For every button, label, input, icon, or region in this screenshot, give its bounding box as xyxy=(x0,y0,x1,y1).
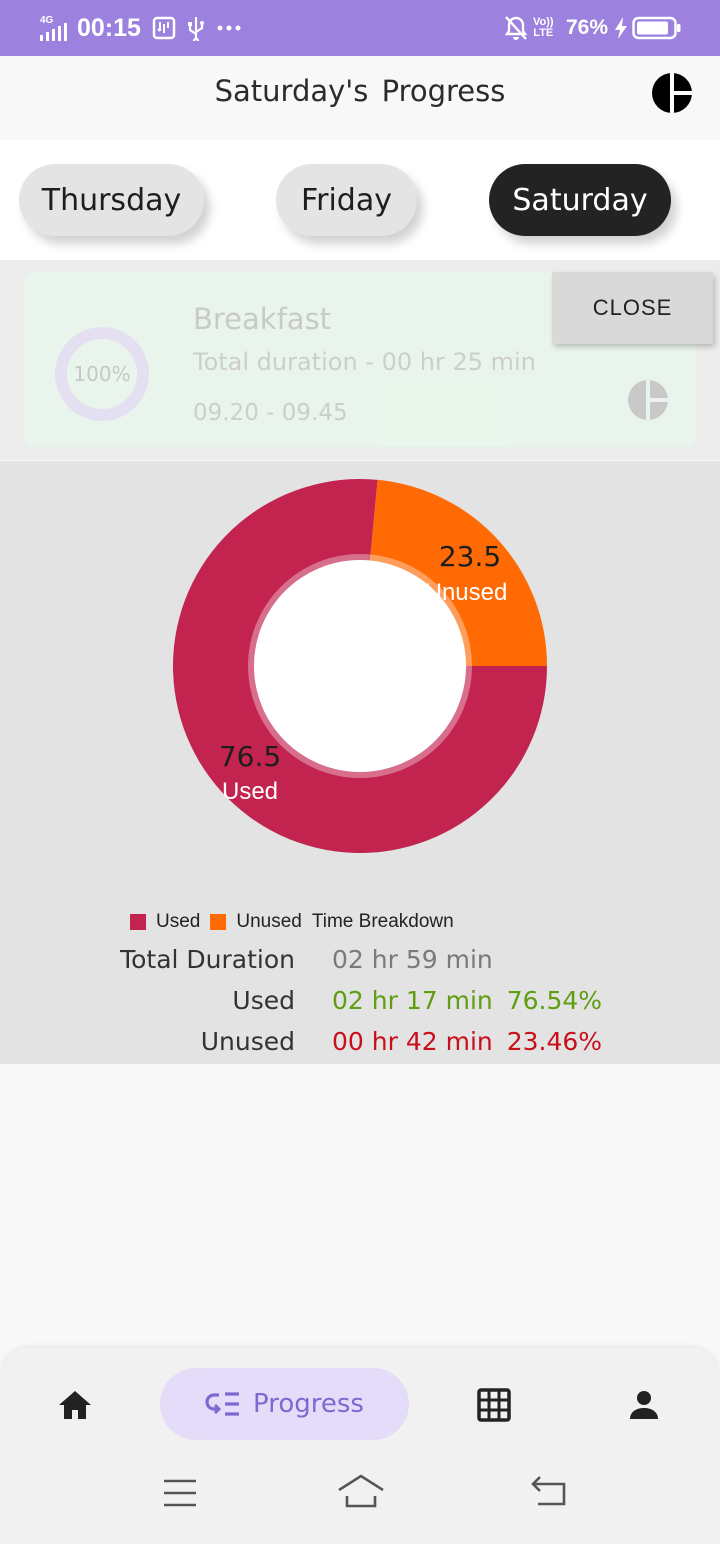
system-home-button[interactable] xyxy=(336,1472,386,1514)
usb-icon xyxy=(186,0,206,56)
usb-debug-icon xyxy=(152,0,176,56)
recent-apps-button[interactable] xyxy=(162,1478,198,1512)
chart-area: 76.5 Used 23.5 Unused Used Unused Time Brea… xyxy=(0,461,720,1064)
chart-legend: Used Unused Time Breakdown xyxy=(130,911,464,933)
volte-label: Vo)) xyxy=(533,16,554,28)
tab-thursday[interactable]: Thursday xyxy=(19,164,204,236)
page-title: Saturday's Progress xyxy=(214,74,506,108)
unused-row: Unused 00 hr 42 min 23.46% xyxy=(0,1021,720,1062)
unused-value: 00 hr 42 min xyxy=(332,1027,493,1056)
volte-indicator: Vo)) LTE xyxy=(533,0,554,56)
tab-saturday[interactable]: Saturday xyxy=(489,164,671,236)
donut-name-label-used: Used xyxy=(222,778,278,805)
unused-value-group: 00 hr 42 min 23.46% xyxy=(332,1027,602,1056)
more-notifications-icon xyxy=(216,0,242,56)
network-type-label: 4G xyxy=(40,15,54,26)
total-duration-value: 02 hr 59 min xyxy=(332,945,493,974)
progress-percent: 100% xyxy=(73,362,131,386)
used-row: Used 02 hr 17 min 76.54% xyxy=(0,980,720,1021)
nav-progress[interactable]: Progress xyxy=(160,1368,409,1440)
legend-swatch-used xyxy=(130,914,146,930)
status-time: 00:15 xyxy=(77,13,141,42)
unused-label: Unused xyxy=(200,1027,295,1056)
battery-percent: 76% xyxy=(566,16,609,39)
app-header: Saturday's Progress xyxy=(0,56,720,140)
legend-label-used: Used xyxy=(156,911,201,932)
meal-pie-icon[interactable] xyxy=(627,379,669,421)
used-value: 02 hr 17 min xyxy=(332,986,493,1015)
used-value-group: 02 hr 17 min 76.54% xyxy=(332,986,602,1015)
day-selector: Thursday Friday Saturday xyxy=(0,140,720,260)
meal-time-range: 09.20 - 09.45 xyxy=(193,400,348,426)
charging-icon xyxy=(614,0,628,56)
used-percent: 76.54% xyxy=(506,986,603,1015)
back-button[interactable] xyxy=(530,1472,570,1512)
progress-ring xyxy=(55,327,149,421)
muted-bell-icon xyxy=(504,0,528,56)
status-bar: 4G 00:15 Vo)) LTE 76% xyxy=(0,0,720,56)
lte-label: LTE xyxy=(533,27,554,39)
unused-percent: 23.46% xyxy=(506,1027,603,1056)
meal-title: Breakfast xyxy=(193,302,332,336)
legend-swatch-unused xyxy=(210,914,227,930)
donut-hole xyxy=(254,560,466,772)
home-icon[interactable] xyxy=(50,1380,100,1430)
donut-value-label-unused: 23.5 xyxy=(439,540,501,573)
time-breakdown-donut: 76.5 Used 23.5 Unused xyxy=(173,478,547,853)
legend-label-unused: Unused xyxy=(236,911,302,932)
grid-icon[interactable] xyxy=(469,1380,519,1430)
donut-name-label-unused: Unused xyxy=(425,579,508,606)
progress-icon xyxy=(205,1392,240,1416)
donut-value-label-used: 76.5 xyxy=(219,740,281,773)
signal-icon: 4G xyxy=(38,0,72,56)
pie-chart-icon[interactable] xyxy=(651,72,693,114)
chart-title: Time Breakdown xyxy=(311,911,454,932)
bottom-navigation: Progress xyxy=(0,1348,720,1544)
used-label: Used xyxy=(232,986,295,1015)
battery-icon xyxy=(632,0,682,56)
meal-duration: Total duration - 00 hr 25 min xyxy=(193,348,536,376)
total-duration-label: Total Duration xyxy=(120,945,295,974)
close-button[interactable]: CLOSE xyxy=(552,272,713,344)
nav-progress-label: Progress xyxy=(253,1389,364,1419)
tab-friday[interactable]: Friday xyxy=(276,164,417,236)
person-icon[interactable] xyxy=(619,1380,669,1430)
total-duration-row: Total Duration 02 hr 59 min xyxy=(0,939,720,980)
